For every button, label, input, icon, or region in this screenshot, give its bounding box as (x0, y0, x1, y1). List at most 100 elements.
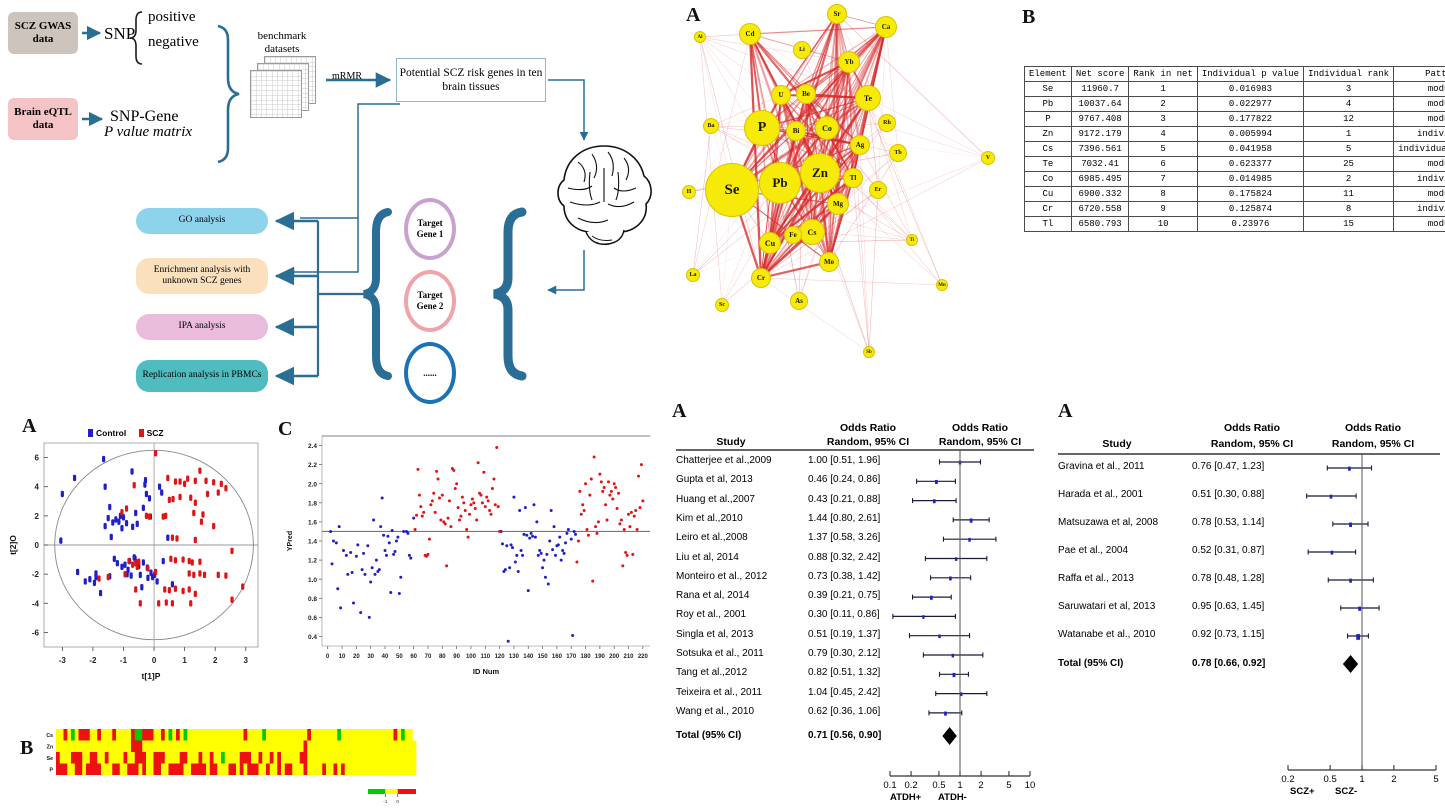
network-node-sc[interactable]: Sc (715, 298, 729, 312)
network-node-er[interactable]: Er (869, 181, 887, 199)
ypred-point (539, 551, 543, 555)
forest-marker (1358, 606, 1362, 611)
heatmap-cell (404, 752, 409, 764)
heatmap-cell (284, 729, 289, 741)
ypred-point (362, 551, 366, 555)
network-node-fe[interactable]: Fe (784, 226, 802, 244)
network-node-mg[interactable]: Mg (827, 193, 849, 215)
svg-text:0: 0 (326, 654, 330, 660)
network-node-ag[interactable]: Ag (850, 135, 870, 155)
ypred-point (480, 501, 484, 505)
heatmap-cell (74, 740, 79, 752)
heatmap-cell (78, 729, 83, 741)
ypred-point (476, 461, 480, 465)
heatmap-cell (363, 752, 368, 764)
heatmap-cell (123, 740, 128, 752)
network-node-te[interactable]: Te (855, 85, 881, 111)
ypred-point (563, 541, 567, 545)
heatmap-cell (269, 729, 274, 741)
heatmap-cell (333, 763, 338, 775)
table-cell: P (1024, 111, 1072, 127)
pca-point (161, 513, 165, 520)
ypred-point (566, 528, 570, 532)
network-node-cd[interactable]: Cd (739, 23, 761, 45)
network-node-sr[interactable]: Sr (827, 4, 847, 24)
pca-point (153, 568, 158, 576)
heatmap-cell (296, 763, 301, 775)
network-node-bi[interactable]: Bi (786, 121, 806, 141)
heatmap-cell (101, 729, 106, 741)
network-node-p[interactable]: P (744, 110, 780, 146)
network-node-al[interactable]: Al (694, 31, 706, 43)
heatmap-cell (56, 752, 61, 764)
heatmap-cell (161, 740, 166, 752)
network-node-h[interactable]: H (682, 185, 696, 199)
pca-point (97, 575, 101, 582)
network-node-cu[interactable]: Cu (759, 232, 781, 254)
network-node-tb[interactable]: Tb (889, 144, 907, 162)
forest-marker (969, 518, 973, 523)
network-node-label: Sr (833, 10, 841, 18)
network-node-zn[interactable]: Zn (800, 153, 840, 193)
table-cell: 7396.561 (1070, 141, 1130, 157)
heatmap-cell (266, 752, 271, 764)
network-node-cs[interactable]: Cs (799, 219, 825, 245)
network-node-mo[interactable]: Mo (819, 252, 839, 272)
heatmap-cell (363, 763, 368, 775)
heatmap-cell (258, 752, 263, 764)
heatmap-cell (337, 763, 342, 775)
table-col-header: Individual p value (1196, 66, 1305, 82)
heatmap-cell (382, 740, 387, 752)
network-node-u[interactable]: U (771, 85, 791, 105)
ypred-point (475, 518, 479, 522)
heatmap-cell (277, 729, 282, 741)
heatmap-row-label: P (50, 768, 54, 774)
forest-study-name: Singla et al, 2013 (676, 628, 754, 640)
forest-axis-tick: 0.2 (904, 780, 918, 791)
pca-point (212, 479, 216, 486)
network-node-yb[interactable]: Yb (838, 51, 860, 73)
network-node-sb[interactable]: Sb (863, 346, 875, 358)
network-node-ba[interactable]: Ba (703, 118, 719, 134)
heatmap-cell (367, 763, 372, 775)
svg-text:0.6: 0.6 (308, 615, 317, 622)
heatmap-cell (221, 740, 226, 752)
network-node-ti[interactable]: Ti (906, 234, 918, 246)
network-node-as[interactable]: As (790, 292, 808, 310)
heatmap-cell (172, 752, 177, 764)
ypred-point (523, 506, 527, 510)
network-node-cr[interactable]: Cr (751, 268, 771, 288)
network-node-v[interactable]: V (981, 151, 995, 165)
heatmap-cell (209, 752, 214, 764)
forest-study-name: Teixeira et al., 2011 (676, 686, 762, 698)
pca-point (155, 578, 159, 585)
network-node-se[interactable]: Se (705, 163, 759, 217)
network-node-la[interactable]: La (686, 268, 700, 282)
network-node-pb[interactable]: Pb (759, 162, 801, 204)
network-node-ca[interactable]: Ca (875, 16, 897, 38)
table-cell: 0.014985 (1196, 171, 1305, 187)
network-node-label: Sc (719, 302, 725, 308)
forest-axis-tick: 1 (1359, 774, 1365, 785)
ypred-point (522, 532, 526, 536)
heatmap-cell (258, 740, 263, 752)
network-node-li[interactable]: Li (793, 41, 811, 59)
network-node-be[interactable]: Be (796, 84, 816, 104)
heatmap-cell (262, 740, 267, 752)
table-cell: Zn (1024, 126, 1072, 142)
network-node-mn[interactable]: Mn (936, 279, 948, 291)
pca-point (111, 519, 115, 526)
heatmap-cell (382, 763, 387, 775)
network-node-co[interactable]: Co (815, 116, 839, 140)
ypred-point (548, 539, 552, 543)
forest-plot-scz-panel: A Odds Ratio Random, 95% CI Odds Ratio R… (1050, 400, 1445, 811)
heatmap-cell (153, 752, 158, 764)
network-node-tl[interactable]: Tl (843, 168, 863, 188)
network-node-rh[interactable]: Rh (878, 114, 896, 132)
pca-point (201, 511, 205, 518)
ypred-point (417, 493, 421, 497)
pca-point (135, 520, 139, 528)
ypred-point (536, 553, 540, 557)
heatmap-cell (296, 729, 301, 741)
pca-point (164, 599, 168, 606)
